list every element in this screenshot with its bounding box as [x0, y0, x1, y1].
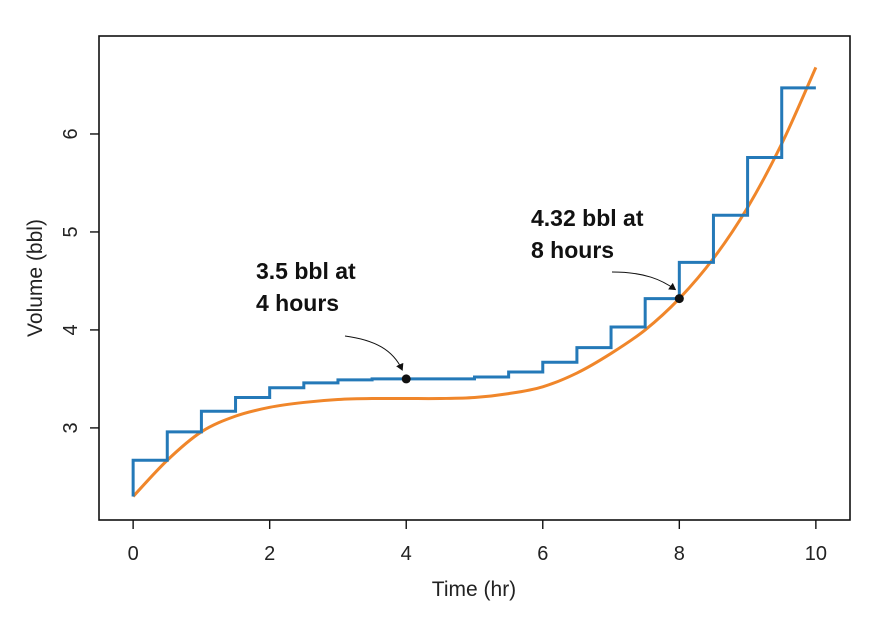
x-tick-label: 4 — [401, 543, 412, 565]
curve-series-line — [132, 66, 818, 498]
highlight-point — [401, 374, 411, 384]
x-axis-title: Time (hr) — [432, 578, 516, 601]
x-tick-label: 0 — [128, 543, 139, 565]
y-tick-label: 5 — [60, 226, 82, 237]
y-tick-label: 6 — [60, 128, 82, 139]
x-tick-label: 6 — [537, 543, 548, 565]
annotation-arrow — [611, 271, 677, 291]
plot-frame — [98, 35, 851, 521]
y-tick-label: 4 — [60, 324, 82, 335]
y-axis-title: Volume (bbl) — [24, 219, 47, 337]
annotation-arrow — [344, 335, 404, 371]
annotation-line-2: 4 hours — [256, 290, 339, 316]
highlight-point — [674, 294, 684, 304]
x-tick-label: 8 — [674, 543, 685, 565]
step-series-line — [131, 86, 816, 497]
x-tick-label: 2 — [264, 543, 275, 565]
annotation-line-1: 3.5 bbl at — [256, 258, 356, 284]
x-tick-label: 10 — [805, 543, 827, 565]
annotation-line-2: 8 hours — [531, 237, 614, 263]
annotation-line-1: 4.32 bbl at — [531, 205, 644, 231]
y-tick-label: 3 — [60, 422, 82, 433]
